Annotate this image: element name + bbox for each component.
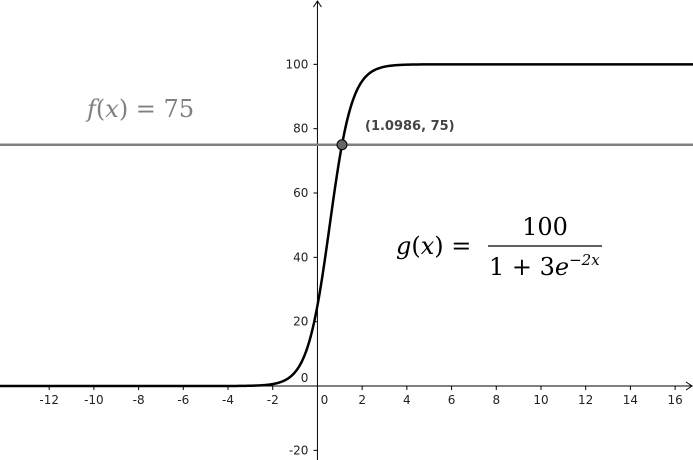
annotations: f(x) = 75 g(x) = 100 1 + 3e−2x (1.0986, … — [85, 95, 602, 281]
y-axis-arrow — [313, 0, 322, 8]
x-tick-label: 10 — [533, 393, 548, 407]
g-label-denominator: 1 + 3e−2x — [489, 251, 600, 281]
f-label: f(x) = 75 — [85, 95, 194, 123]
y-tick-label: 60 — [293, 186, 308, 200]
g-label-denom-base: e — [555, 253, 569, 281]
x-tick-label: 0 — [321, 393, 329, 407]
f-label-var: x — [105, 95, 119, 123]
x-tick-label: 2 — [358, 393, 366, 407]
x-tick-label: -12 — [39, 393, 59, 407]
x-tick-label: 14 — [623, 393, 638, 407]
x-tick-label: 12 — [578, 393, 593, 407]
x-tick-label: -6 — [177, 393, 189, 407]
x-tick-label: 6 — [448, 393, 456, 407]
f-label-rhs: 75 — [164, 95, 195, 123]
x-tick-label: -2 — [267, 393, 279, 407]
x-tick-label: -4 — [222, 393, 234, 407]
g-label-name: g — [396, 232, 411, 260]
intersection-label: (1.0986, 75) — [365, 119, 455, 134]
x-tick-label: -10 — [84, 393, 104, 407]
g-label-var: x — [421, 232, 435, 260]
x-tick-label: 4 — [403, 393, 411, 407]
y-tick-label: 80 — [293, 122, 308, 136]
y-tick-label: 0 — [301, 371, 309, 385]
x-tick-label: -8 — [133, 393, 145, 407]
g-label-lhs: g(x) = — [396, 232, 471, 260]
g-label-numerator: 100 — [522, 213, 568, 241]
g-label-denom-exponent: −2x — [569, 251, 600, 269]
x-tick-label: 8 — [492, 393, 500, 407]
y-tick-label: -20 — [289, 443, 309, 457]
x-tick-label: 16 — [667, 393, 682, 407]
g-label-denom-prefix: 1 + 3 — [489, 253, 555, 281]
series-line-g — [0, 63, 693, 388]
y-tick-label: 20 — [293, 315, 308, 329]
y-tick-label: 100 — [286, 57, 309, 71]
intersection-point — [336, 139, 348, 151]
tick-labels: -12 -10 -8 -6 -4 -2 0 2 4 6 8 10 12 14 16-200204060801… — [39, 57, 682, 457]
y-tick-label: 40 — [293, 250, 308, 264]
x-axis-arrow — [685, 381, 693, 391]
